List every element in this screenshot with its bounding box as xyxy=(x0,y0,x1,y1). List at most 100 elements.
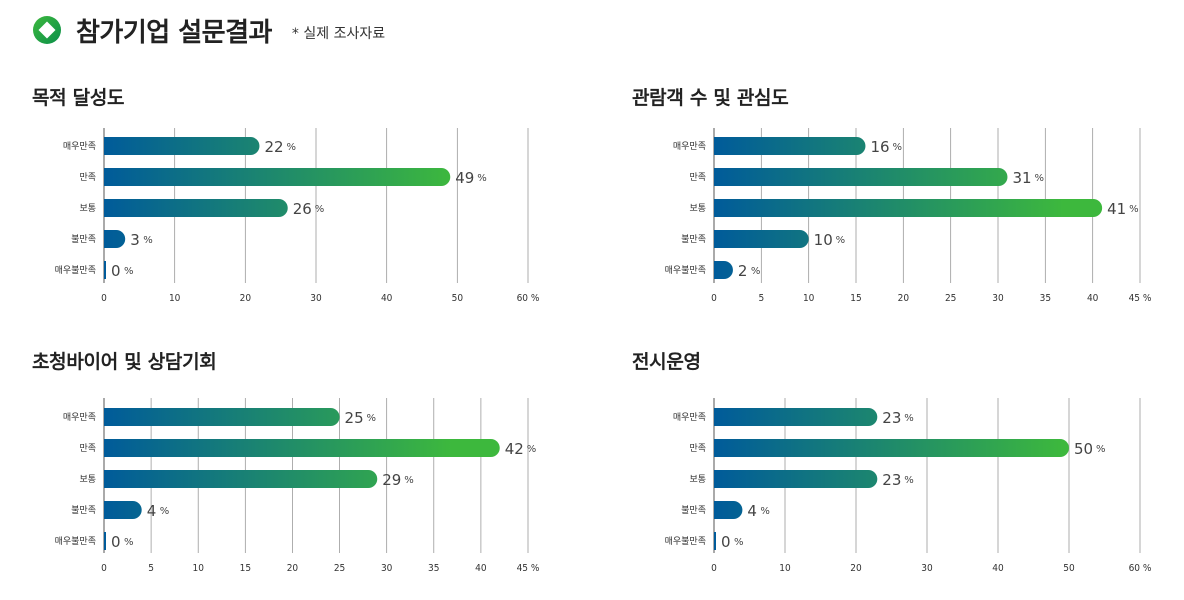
value-label: 49 xyxy=(455,169,474,187)
value-label: 0 xyxy=(111,262,121,280)
unit-label: % xyxy=(1129,204,1139,215)
chart-title-goal-achievement: 목적 달성도 xyxy=(32,87,125,109)
tick-label: 10 xyxy=(779,563,791,574)
value-label: 42 xyxy=(505,440,524,458)
unit-label: % xyxy=(904,475,914,486)
unit-label: % xyxy=(734,537,744,548)
category-label: 매우불만족 xyxy=(665,536,706,547)
tick-label: 30 xyxy=(381,563,393,574)
bar xyxy=(714,532,716,550)
bar xyxy=(104,532,106,550)
unit-label: % xyxy=(760,506,770,517)
category-label: 매우만족 xyxy=(63,141,96,152)
bar xyxy=(104,137,260,155)
unit-label: % xyxy=(751,266,761,277)
value-label: 22 xyxy=(264,138,283,156)
value-label: 3 xyxy=(130,231,140,249)
category-label: 불만족 xyxy=(681,234,706,245)
tick-label: 60 % xyxy=(1129,563,1152,574)
bar xyxy=(714,230,809,248)
tick-label: 0 xyxy=(711,293,717,304)
value-label: 10 xyxy=(814,231,833,249)
category-label: 만족 xyxy=(79,172,96,183)
tick-label: 50 xyxy=(452,293,464,304)
category-label: 보통 xyxy=(689,203,706,214)
tick-label: 40 xyxy=(1087,293,1099,304)
tick-label: 30 xyxy=(992,293,1004,304)
tick-label: 20 xyxy=(850,563,862,574)
tick-label: 40 xyxy=(992,563,1004,574)
tick-label: 20 xyxy=(287,563,299,574)
tick-label: 30 xyxy=(921,563,933,574)
value-label: 4 xyxy=(147,502,157,520)
category-label: 불만족 xyxy=(71,505,96,516)
value-label: 31 xyxy=(1012,169,1031,187)
value-label: 23 xyxy=(882,471,901,489)
bar xyxy=(104,408,340,426)
page-title: 참가기업 설문결과 xyxy=(76,17,272,48)
unit-label: % xyxy=(836,235,846,246)
tick-label: 35 xyxy=(428,563,439,574)
chart-title-exhibition-operation: 전시운영 xyxy=(632,351,701,373)
tick-label: 15 xyxy=(240,563,251,574)
value-label: 29 xyxy=(382,471,401,489)
unit-label: % xyxy=(904,413,914,424)
category-label: 불만족 xyxy=(681,505,706,516)
category-label: 매우만족 xyxy=(63,412,96,423)
category-label: 만족 xyxy=(689,172,706,183)
category-label: 매우만족 xyxy=(673,141,706,152)
page-header: 참가기업 설문결과 * 실제 조사자료 xyxy=(32,10,385,50)
bar xyxy=(714,408,878,426)
unit-label: % xyxy=(367,413,377,424)
tick-label: 50 xyxy=(1063,563,1075,574)
tick-label: 10 xyxy=(169,293,181,304)
bar xyxy=(714,261,733,279)
value-label: 16 xyxy=(870,138,889,156)
bar xyxy=(104,230,126,248)
tick-label: 0 xyxy=(101,293,107,304)
category-label: 보통 xyxy=(79,203,96,214)
tick-label: 5 xyxy=(148,563,154,574)
bar xyxy=(104,168,451,186)
bar xyxy=(714,501,743,519)
tick-label: 25 xyxy=(334,563,345,574)
tick-label: 40 xyxy=(475,563,487,574)
category-label: 만족 xyxy=(689,443,706,454)
value-label: 50 xyxy=(1074,440,1093,458)
bar xyxy=(104,501,142,519)
category-label: 보통 xyxy=(79,474,96,485)
unit-label: % xyxy=(1034,173,1044,184)
category-label: 만족 xyxy=(79,443,96,454)
category-label: 매우불만족 xyxy=(55,536,96,547)
tick-label: 45 % xyxy=(517,563,540,574)
chart-title-buyer-meetings: 초청바이어 및 상담기회 xyxy=(32,351,217,373)
tick-label: 60 % xyxy=(517,293,540,304)
data-source-note: * 실제 조사자료 xyxy=(291,26,386,42)
tick-label: 20 xyxy=(240,293,252,304)
bar xyxy=(104,470,378,488)
bar xyxy=(714,137,866,155)
tick-label: 10 xyxy=(192,563,204,574)
chart-title-visitor-interest: 관람객 수 및 관심도 xyxy=(632,87,789,109)
tick-label: 30 xyxy=(310,293,322,304)
value-label: 25 xyxy=(345,409,364,427)
tick-label: 35 xyxy=(1040,293,1051,304)
tick-label: 15 xyxy=(850,293,861,304)
tick-label: 0 xyxy=(711,563,717,574)
unit-label: % xyxy=(160,506,170,517)
category-label: 매우불만족 xyxy=(665,265,706,276)
category-label: 매우불만족 xyxy=(55,265,96,276)
unit-label: % xyxy=(315,204,325,215)
unit-label: % xyxy=(404,475,414,486)
bar xyxy=(714,199,1103,217)
bar xyxy=(104,199,288,217)
bar xyxy=(104,439,500,457)
value-label: 26 xyxy=(293,200,312,218)
tick-label: 20 xyxy=(898,293,910,304)
tick-label: 10 xyxy=(803,293,815,304)
value-label: 0 xyxy=(721,533,731,551)
